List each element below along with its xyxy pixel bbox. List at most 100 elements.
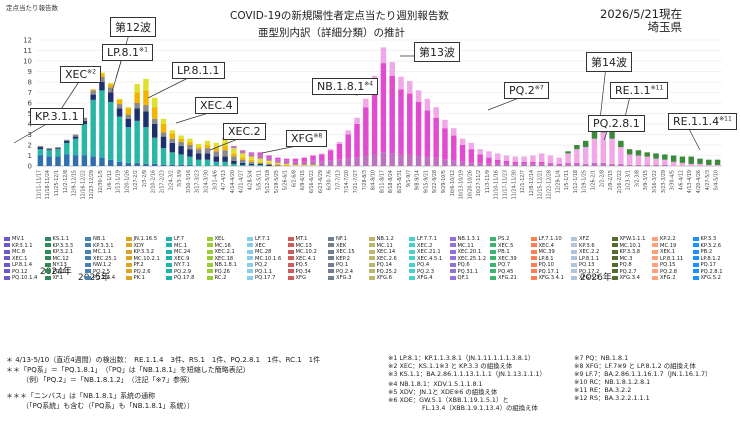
legend-label: MC.39 [538,249,555,255]
ref-8: ※8 XFG：LF.7※9 と LP.8.1.2 の組換え体 [574,362,696,370]
bar-segment [442,159,448,166]
legend-label: XEC.2.1 [214,249,235,255]
x-tick-label: 1/27-2/2 [133,170,139,190]
bar-segment [424,156,431,166]
bar-segment [143,111,149,128]
legend-label: PQ.6 [457,262,470,268]
bar-segment [116,116,123,162]
callout-xfg-text: XFG [291,132,314,145]
x-tick-label: 1/5-1/11 [564,170,570,190]
bar-segment [292,161,299,165]
bar-segment [72,138,79,156]
legend-swatch [409,262,415,267]
legend-item: PQ.2.6 [125,269,151,275]
legend-item: NB.1.8.1 [206,262,237,268]
legend-label: PQ.34 [295,268,311,275]
bar-segment [72,155,79,166]
x-tick-label: 6/9-6/15 [300,170,306,190]
bar-segment [662,159,668,165]
legend-swatch [571,236,577,241]
x-tick-label: 4/6-4/12 [678,170,684,190]
bar-segment [407,154,413,166]
legend-item: PQ.2.8 [652,269,677,275]
legend-swatch [530,269,537,273]
legend-item: PS.2 [490,236,509,242]
bar-segment [257,162,263,164]
bar-segment [143,90,149,106]
ref-5: ※5 XDV：JN.1と XDE※6 の組換え体 [388,388,498,396]
legend-item: KP.3.1.1 [4,243,33,249]
legend-item: PQ.15 [652,262,675,268]
bar-segment [90,89,96,91]
legend-label: PQ.12 [12,268,28,275]
x-tick-label: 9/8-9/14 [415,170,421,190]
legend-item: LP.8.1 [530,256,554,262]
x-tick-label: 4/13-4/19 [687,170,693,193]
legend-label: LF.7.7.1 [417,236,437,242]
bar-segment [565,153,571,163]
bar-segment [600,132,606,163]
legend-swatch [490,269,496,273]
legend-swatch [652,249,658,254]
legend-item: PQ.5 [287,262,308,268]
legend-item: XDY [125,243,144,249]
bar-segment [459,145,466,162]
bar-segment [37,147,44,150]
legend-swatch [166,275,172,280]
bar-segment [178,135,184,139]
legend-label: NB.1.3.1 [457,236,480,242]
x-tick-label: 1/19-1/25 [582,170,588,193]
legend-swatch [530,275,537,280]
bar-segment [653,153,659,159]
bar-segment [116,161,123,166]
x-tick-label: 1/12-1/18 [573,170,579,193]
bar-segment [521,156,527,162]
callout-xec4: XEC.4 [195,97,238,114]
bar-segment [46,150,52,157]
bar-segment [389,153,395,166]
callout-re114: RE.1.1.4※11 [668,113,737,130]
bar-segment [81,124,88,156]
x-tick-label: 9/29-10/5 [441,170,447,193]
legend-label: LP.8.1.11 [660,255,684,262]
legend-item: KS.1.1 [44,236,69,242]
bar-segment [547,162,554,164]
bar-segment [134,162,140,166]
bar-segment [125,127,132,163]
legend-label: MC.1.1 [93,249,111,255]
legend-item: XFG.3.4 [611,275,640,281]
bar-segment [363,155,369,166]
legend-swatch [571,243,577,247]
legend-swatch [611,236,618,241]
legend-label: NB.1 [93,236,106,242]
callout-wave12-text: 第12波 [115,21,151,34]
bar-segment [644,156,650,165]
bar-segment [688,156,694,164]
bar-segment [626,154,633,165]
bar-segment [257,152,263,155]
legend-item: PQ.2.4 [328,269,353,275]
bar-segment [354,157,360,166]
legend-swatch [125,275,132,280]
legend-label: XEC.4.1 [295,255,316,262]
legend-item: PB.1 [490,249,510,255]
callout-leader [13,121,51,144]
legend-swatch [85,236,91,241]
legend-swatch [44,249,51,254]
bar-segment [187,141,193,145]
bar-segment [64,140,70,143]
x-tick-label: 3/23-3/29 [661,170,667,193]
x-tick-label: 2/3-2/9 [142,170,148,187]
legend-label: MC.12 [52,255,69,262]
x-tick-label: 8/18-8/24 [388,170,394,193]
bar-segment [433,117,439,158]
bar-segment [389,62,395,76]
bar-segment [301,161,307,165]
callout-re11: RE.1.1※11 [610,82,669,99]
bar-segment [266,155,272,158]
legend-swatch [692,275,699,280]
date-location: 2026/5/21現在 埼玉県 [600,8,682,34]
callout-lp811-text: LP.8.1.1 [177,64,220,77]
x-tick-label: 10/13-10/19 [459,170,465,199]
bar-segment [37,149,44,156]
